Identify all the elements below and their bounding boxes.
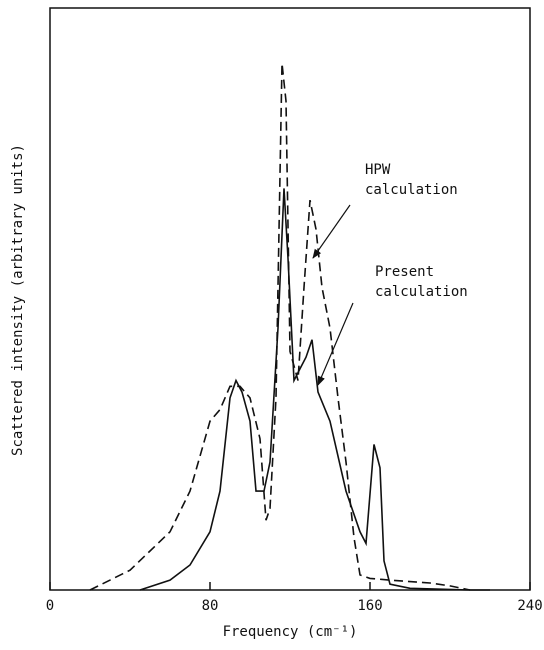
annotation: calculation [375,284,468,300]
x-tick-label: 160 [357,598,382,614]
annotation: Present [375,264,434,280]
arrow [317,302,354,386]
x-tick-label: 240 [517,598,542,614]
annotation: HPW [365,162,391,178]
y-axis-label: Scattered intensity (arbitrary units) [10,144,26,456]
plot-frame [49,7,531,591]
annotation: calculation [365,182,458,198]
series-line [139,188,490,591]
arrow [312,204,351,259]
x-tick-label: 80 [202,598,219,614]
series-line [89,63,471,591]
x-tick-label: 0 [46,598,54,614]
x-axis-label: Frequency (cm⁻¹) [223,624,358,640]
